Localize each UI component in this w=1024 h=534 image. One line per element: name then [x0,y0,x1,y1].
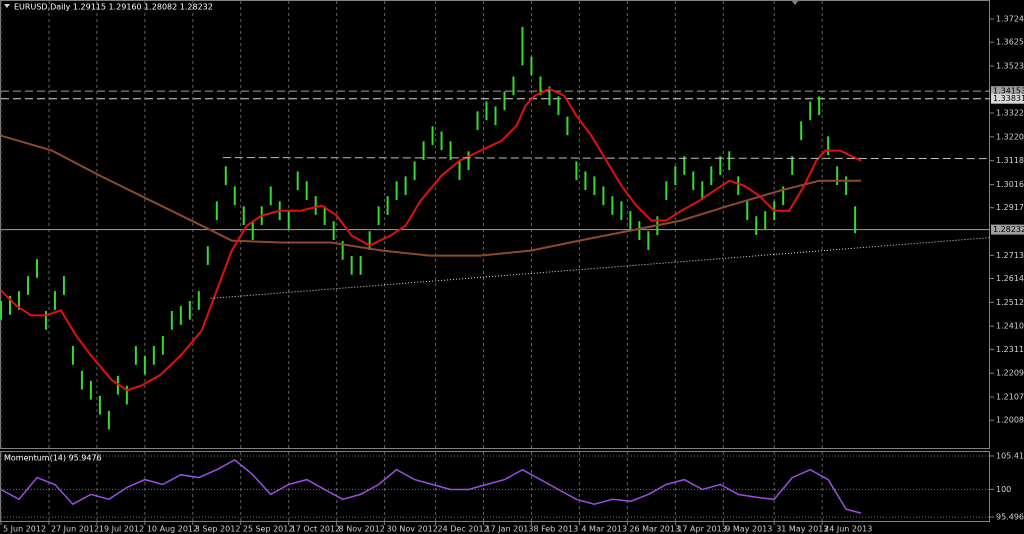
x-tick-label: 19 Jul 2012 [99,525,144,534]
y-tick-label: 1.33220 [996,108,1024,117]
y-tick-label: 100 [996,485,1011,494]
level-label: 1.28232 [993,225,1024,234]
x-tick-label: 24 Jun 2013 [824,525,872,534]
x-tick-label: 30 Nov 2012 [387,525,438,534]
indicator-panel-border [0,451,990,522]
y-tick-label: 1.35230 [996,61,1024,70]
chart-title: EURUSD,Daily 1.29115 1.29160 1.28082 1.2… [14,3,213,12]
indicator-title: Momentum(14) 95.9476 [4,454,102,463]
x-tick-label: 3 Sep 2012 [195,525,241,534]
x-tick-label: 24 Dec 2012 [438,525,489,534]
x-tick-label: 9 May 2013 [725,525,772,534]
y-tick-label: 1.26140 [996,274,1024,283]
y-tick-label: 1.27130 [996,251,1024,260]
y-tick-label: 1.32200 [996,132,1024,141]
level-label-box [991,93,1024,104]
level-label-box [991,86,1024,97]
x-tick-label: 4 Mar 2013 [581,525,627,534]
x-tick-label: 26 Mar 2013 [629,525,680,534]
level-label-box [991,224,1024,235]
y-tick-label: 1.30160 [996,180,1024,189]
y-tick-label: 1.37240 [996,15,1024,24]
x-tick-label: 31 May 2013 [776,525,828,534]
y-tick-label: 1.25120 [996,298,1024,307]
y-tick-label: 1.24100 [996,322,1024,331]
indicator-line [0,458,862,514]
level-label: 1.34153 [993,87,1024,96]
menu-arrow[interactable] [4,4,10,8]
y-tick-label: 1.23110 [996,345,1024,354]
x-tick-label: 8 Nov 2012 [339,525,385,534]
x-tick-label: 17 Jan 2013 [486,525,534,534]
y-tick-label: 95.4966 [996,513,1024,522]
y-tick-label: 1.36250 [996,38,1024,47]
y-tick-label: 1.22090 [996,369,1024,378]
trend-line [222,157,991,160]
y-tick-label: 1.29170 [996,203,1024,212]
x-tick-label: 17 Oct 2012 [291,525,340,534]
shift-marker[interactable] [791,0,799,5]
y-tick-label: 1.31180 [996,156,1024,165]
x-tick-label: 17 Apr 2013 [677,525,726,534]
moving-average [0,87,862,392]
y-tick-label: 1.21070 [996,393,1024,402]
moving-average [0,134,862,257]
x-tick-label: 8 Feb 2013 [533,525,578,534]
x-tick-label: 27 Jun 2012 [51,525,99,534]
trend-line [210,237,991,299]
x-tick-label: 5 Jun 2012 [3,525,46,534]
level-label: 1.33831 [993,94,1024,103]
y-tick-label: 105.4174 [996,451,1024,460]
x-tick-label: 25 Sep 2012 [243,525,294,534]
y-tick-label: 1.20080 [996,416,1024,425]
x-tick-label: 10 Aug 2012 [147,525,198,534]
